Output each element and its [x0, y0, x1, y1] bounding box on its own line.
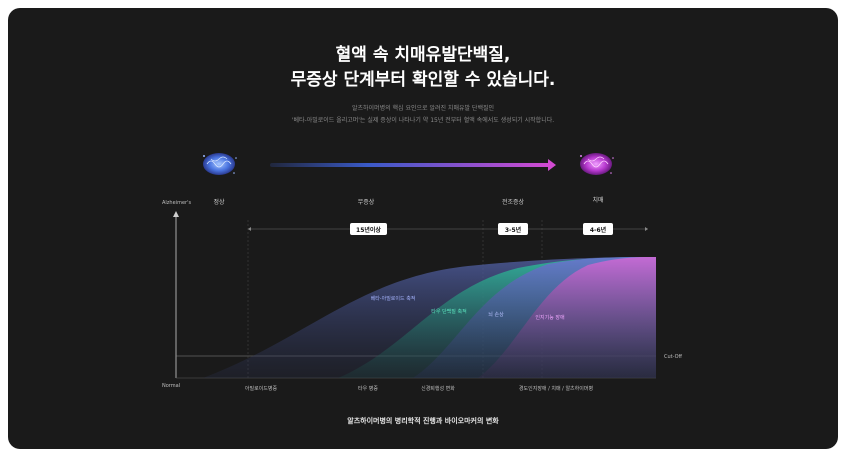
timeline-arrow-left	[248, 227, 251, 231]
y-axis-bottom-label: Normal	[162, 383, 180, 389]
curve-label-tau: 타우 단백질 축적	[431, 308, 466, 315]
page-title-line2: 무증상 단계부터 확인할 수 있습니다.	[290, 70, 556, 90]
brain-icon-purple	[580, 153, 614, 175]
svg-text:15년이상: 15년이상	[356, 226, 381, 234]
stage-label-dementia: 치매	[592, 196, 603, 204]
milestone-label-amyloidopathy: 아밀로이드병증	[245, 385, 278, 392]
curve-cognitive	[478, 257, 656, 378]
curve-label-cognitive: 인지기능 장애	[535, 314, 565, 321]
description-line2: '베타-아밀로이드 올리고머'는 실제 증상이 나타나기 약 15년 전부터 혈…	[291, 117, 555, 124]
figure-caption: 알츠하이머병의 병리학적 진행과 바이오마커의 변화	[347, 417, 499, 425]
content-card: 혈액 속 치매유발단백질, 무증상 단계부터 확인할 수 있습니다. 알츠하이머…	[8, 8, 838, 449]
stage-label-normal: 정상	[213, 198, 225, 206]
y-axis-arrow	[173, 211, 179, 217]
duration-badge-prodromal: 3-5년	[498, 223, 528, 235]
duration-badge-asymptomatic: 15년이상	[350, 223, 387, 235]
cutoff-label: Cut-Off	[664, 354, 682, 360]
milestone-label-neurodegeneration: 신경퇴행성 변화	[421, 385, 455, 392]
description-line1: 알츠하이머병의 핵심 요인으로 알려진 치매유발 단백질인	[351, 105, 495, 112]
svg-text:3-5년: 3-5년	[505, 226, 522, 234]
progression-arrow	[270, 159, 556, 171]
stage-label-asymptomatic: 무증상	[358, 198, 375, 206]
stage-label-prodromal: 전조증상	[502, 198, 525, 206]
y-axis-top-label: Alzheimer's	[162, 200, 191, 206]
milestone-label-dementia: 경도인지장애 / 치매 / 알츠하이머병	[519, 385, 593, 392]
curve-label-amyloid: 베타-아밀로이드 축적	[371, 295, 416, 302]
progression-diagram: 15년이상 3-5년 4-6년 Alzheimer's Normal Cut-O…	[162, 153, 682, 392]
page-title-line1: 혈액 속 치매유발단백질,	[335, 45, 511, 65]
duration-badge-dementia: 4-6년	[583, 223, 613, 235]
curve-label-brain: 뇌 손상	[488, 311, 504, 318]
svg-text:4-6년: 4-6년	[590, 226, 607, 234]
milestone-label-tauopathy: 타우 병증	[358, 385, 378, 392]
timeline-arrow-right	[645, 227, 648, 231]
brain-icon-blue	[203, 153, 237, 175]
